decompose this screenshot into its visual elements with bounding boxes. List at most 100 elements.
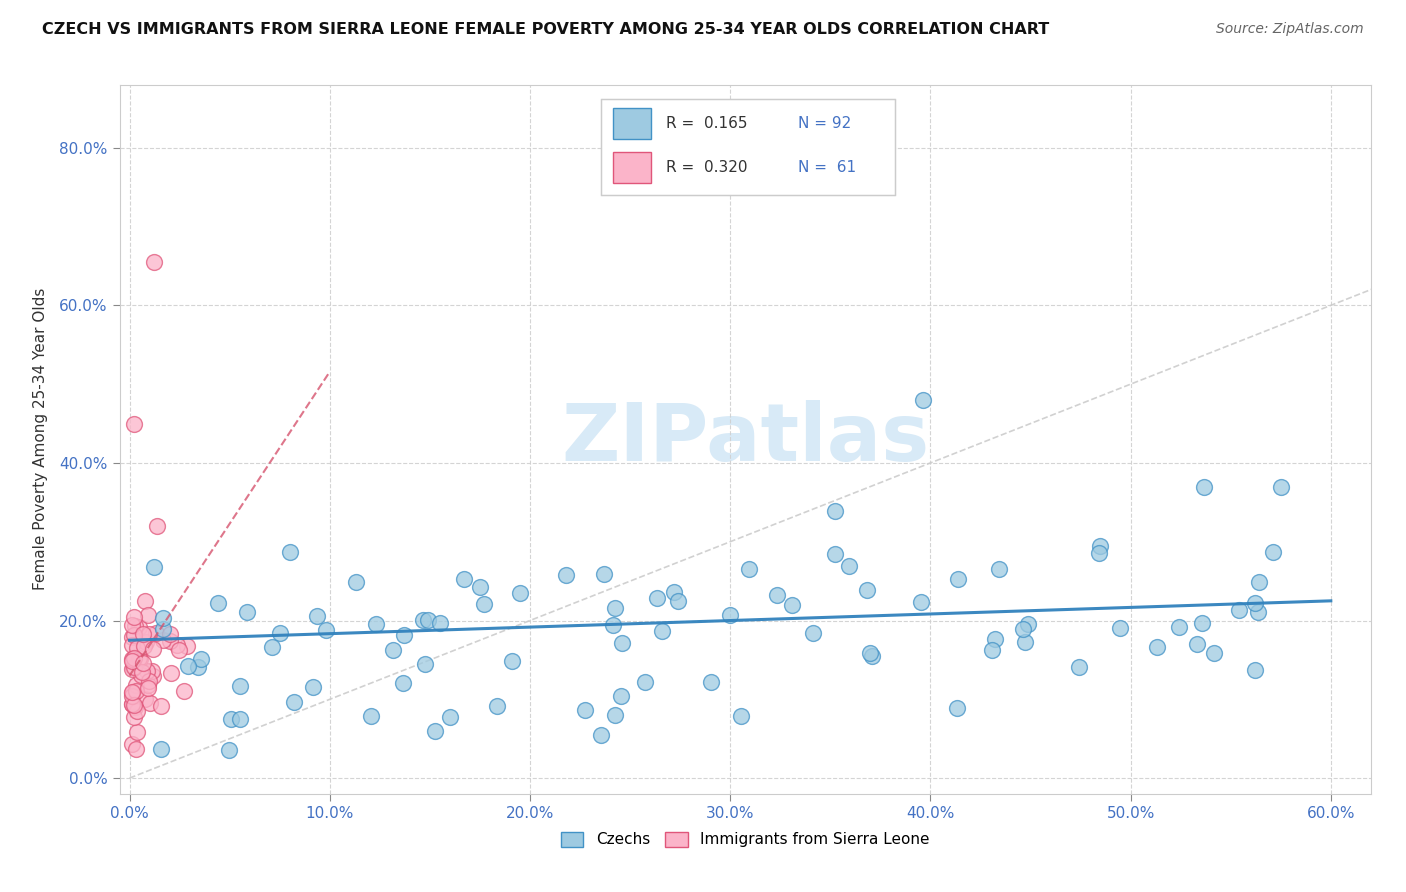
Point	[666, 594, 689, 608]
Point	[651, 624, 673, 638]
Point	[801, 626, 824, 640]
Point	[946, 573, 969, 587]
Point	[1012, 622, 1035, 636]
Point	[121, 737, 143, 751]
Point	[381, 643, 404, 657]
Point	[609, 690, 631, 704]
Point	[1247, 575, 1270, 590]
Point	[610, 635, 633, 649]
Point	[860, 649, 883, 664]
Point	[169, 643, 191, 657]
Point	[858, 646, 880, 660]
Point	[981, 643, 1004, 657]
Point	[269, 626, 291, 640]
Point	[121, 697, 143, 711]
Point	[278, 545, 301, 559]
Point	[633, 675, 655, 690]
Point	[1088, 546, 1111, 560]
Point	[121, 638, 143, 652]
Point	[720, 607, 742, 622]
Point	[700, 674, 723, 689]
Point	[780, 598, 803, 612]
Point	[125, 704, 148, 718]
Point	[121, 630, 143, 644]
Point	[142, 255, 165, 269]
Point	[166, 638, 188, 652]
Point	[177, 659, 200, 673]
Point	[122, 698, 145, 712]
Point	[394, 628, 416, 642]
Point	[122, 628, 145, 642]
Point	[146, 519, 169, 533]
Point	[122, 660, 145, 674]
Point	[1017, 617, 1039, 632]
Point	[645, 591, 668, 605]
Point	[472, 597, 495, 611]
Point	[122, 417, 145, 431]
Point	[142, 669, 165, 683]
Point	[129, 652, 152, 666]
Point	[150, 742, 173, 756]
Point	[412, 614, 434, 628]
Point	[555, 567, 578, 582]
Point	[315, 623, 337, 637]
Point	[283, 695, 305, 709]
Point	[1014, 635, 1036, 649]
Point	[136, 678, 159, 692]
Point	[1261, 545, 1284, 559]
Point	[160, 665, 183, 680]
Point	[988, 561, 1011, 575]
Point	[125, 724, 148, 739]
Point	[134, 691, 156, 706]
Point	[121, 662, 143, 676]
Point	[138, 627, 160, 641]
Point	[1247, 605, 1270, 619]
Point	[121, 686, 143, 700]
Point	[838, 558, 860, 573]
Point	[589, 728, 612, 742]
Point	[912, 392, 935, 407]
Point	[910, 595, 932, 609]
Point	[1067, 659, 1090, 673]
Point	[219, 712, 242, 726]
Point	[139, 696, 162, 710]
Point	[131, 665, 153, 680]
Point	[135, 635, 157, 649]
Point	[1204, 646, 1226, 660]
Point	[122, 710, 145, 724]
Point	[486, 698, 509, 713]
Point	[128, 651, 150, 665]
Point	[468, 580, 491, 594]
Point	[1185, 637, 1208, 651]
Point	[1227, 603, 1250, 617]
Point	[135, 664, 157, 678]
Point	[152, 611, 174, 625]
Point	[173, 683, 195, 698]
Point	[122, 610, 145, 624]
Point	[307, 608, 329, 623]
Point	[159, 634, 181, 648]
Point	[574, 703, 596, 717]
Point	[1244, 596, 1267, 610]
Point	[416, 613, 439, 627]
Point	[136, 681, 159, 695]
Point	[429, 616, 451, 631]
Point	[501, 654, 523, 668]
Point	[138, 673, 160, 688]
Point	[136, 608, 159, 623]
Point	[121, 697, 143, 711]
Point	[187, 659, 209, 673]
Point	[824, 504, 846, 518]
Point	[1191, 615, 1213, 630]
Point	[128, 620, 150, 634]
Point	[1108, 621, 1130, 635]
Point	[125, 678, 148, 692]
Point	[662, 584, 685, 599]
Point	[360, 709, 382, 723]
Point	[1243, 663, 1265, 677]
Point	[766, 588, 789, 602]
Point	[1090, 539, 1112, 553]
Point	[302, 680, 325, 694]
Point	[593, 567, 616, 582]
Point	[141, 664, 163, 678]
